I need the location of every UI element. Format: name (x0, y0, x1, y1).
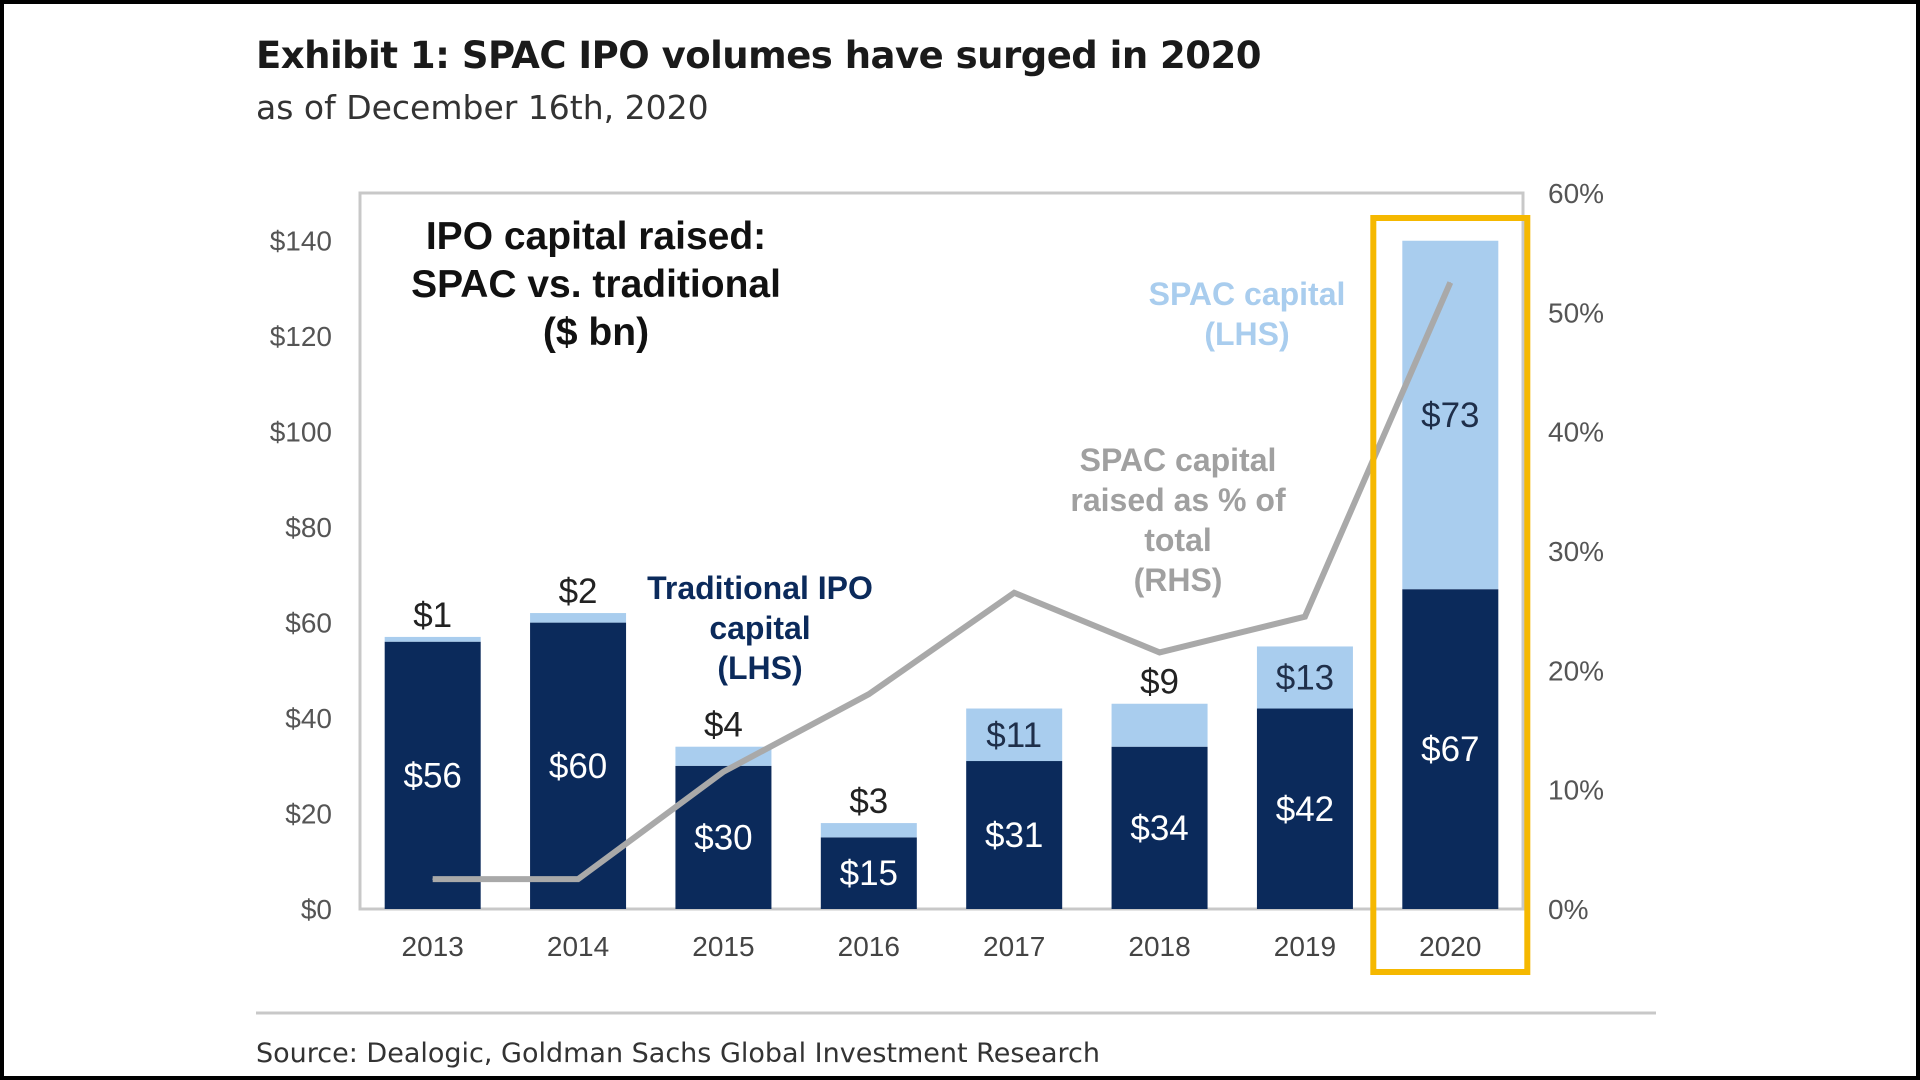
annotation-line: raised as % of (1070, 482, 1286, 518)
label-spac: $73 (1421, 396, 1479, 435)
label-spac: $1 (413, 596, 452, 635)
bar-spac (1256, 646, 1353, 709)
left-axis-tick-label: $140 (270, 226, 332, 257)
label-traditional: $42 (1276, 790, 1334, 829)
bar-spac (530, 613, 627, 623)
right-axis-tick-label: 60% (1548, 178, 1604, 209)
spac-percent-point (1449, 282, 1451, 283)
annotation-line: (RHS) (1134, 562, 1223, 598)
label-spac: $3 (849, 782, 888, 821)
annotation-line: SPAC capital (1080, 442, 1277, 478)
right-axis-tick-label: 0% (1548, 894, 1588, 925)
x-axis-tick-label: 2014 (547, 931, 609, 962)
x-axis-tick-label: 2015 (692, 931, 754, 962)
label-spac: $4 (704, 706, 743, 745)
left-axis-tick-label: $80 (285, 512, 332, 543)
bar-traditional (530, 622, 627, 909)
x-axis-tick-label: 2020 (1419, 931, 1481, 962)
bar-traditional (675, 765, 772, 909)
chart-title-line: SPAC vs. traditional (411, 263, 781, 306)
label-traditional: $60 (549, 747, 607, 786)
bar-traditional (1111, 746, 1208, 909)
spac-percent-point (1159, 651, 1161, 653)
label-traditional: $67 (1421, 730, 1479, 769)
spac-percent-point (1304, 616, 1306, 618)
chart-title-line: IPO capital raised: (426, 215, 766, 258)
right-axis-tick-label: 50% (1548, 297, 1604, 328)
chart-title-line: ($ bn) (543, 311, 649, 354)
bar-spac (384, 636, 481, 642)
left-axis-tick-label: $60 (285, 608, 332, 639)
right-axis-tick-label: 20% (1548, 655, 1604, 686)
bar-traditional (1256, 708, 1353, 909)
spac-percent-point (432, 878, 434, 880)
annotation-traditional: Traditional IPO (647, 570, 873, 606)
bar-spac (1402, 240, 1499, 590)
label-traditional: $56 (403, 756, 461, 795)
x-axis-tick-label: 2013 (402, 931, 464, 962)
bar-traditional (384, 641, 481, 909)
bar-traditional (1402, 589, 1499, 909)
right-axis-tick-label: 40% (1548, 417, 1604, 448)
label-traditional: $34 (1130, 809, 1188, 848)
bar-traditional (820, 837, 917, 909)
x-axis-tick-label: 2018 (1128, 931, 1190, 962)
label-traditional: $15 (840, 854, 898, 893)
x-axis-tick-label: 2016 (838, 931, 900, 962)
annotation-line: total (1144, 522, 1212, 558)
spac-percent-point (577, 878, 579, 880)
spac-percent-point (1013, 592, 1015, 594)
annotation-traditional: (LHS) (717, 650, 802, 686)
label-spac: $13 (1276, 658, 1334, 697)
x-axis-tick-label: 2017 (983, 931, 1045, 962)
spac-percent-line (432, 281, 1454, 883)
left-axis-tick-label: $100 (270, 417, 332, 448)
exhibit-card (4, 4, 1916, 1076)
spac-percent-point (868, 693, 870, 695)
source-note: Source: Dealogic, Goldman Sachs Global I… (256, 1038, 1101, 1069)
label-traditional: $30 (694, 818, 752, 857)
label-spac: $9 (1140, 663, 1179, 702)
bar-traditional (966, 761, 1063, 909)
label-traditional: $31 (985, 816, 1043, 855)
bar-spac (820, 823, 917, 838)
left-axis-tick-label: $20 (285, 799, 332, 830)
plot-border (358, 191, 1525, 911)
left-axis-tick-label: $0 (301, 894, 332, 925)
annotation-traditional: capital (709, 610, 810, 646)
exhibit-subtitle: as of December 16th, 2020 (256, 88, 709, 127)
label-spac: $11 (986, 716, 1042, 755)
label-spac: $2 (559, 572, 598, 611)
highlight-box (1370, 215, 1531, 975)
right-axis-tick-label: 10% (1548, 775, 1604, 806)
exhibit-title: Exhibit 1: SPAC IPO volumes have surged … (256, 34, 1262, 77)
bar-spac (1111, 703, 1208, 747)
bar-spac (966, 708, 1063, 762)
spac-percent-point (722, 771, 724, 773)
annotation-spac: SPAC capital (1149, 276, 1346, 312)
right-axis-tick-label: 30% (1548, 536, 1604, 567)
annotation-spac: (LHS) (1204, 316, 1289, 352)
x-axis-tick-label: 2019 (1274, 931, 1336, 962)
left-axis-tick-label: $120 (270, 321, 332, 352)
left-axis-tick-label: $40 (285, 703, 332, 734)
